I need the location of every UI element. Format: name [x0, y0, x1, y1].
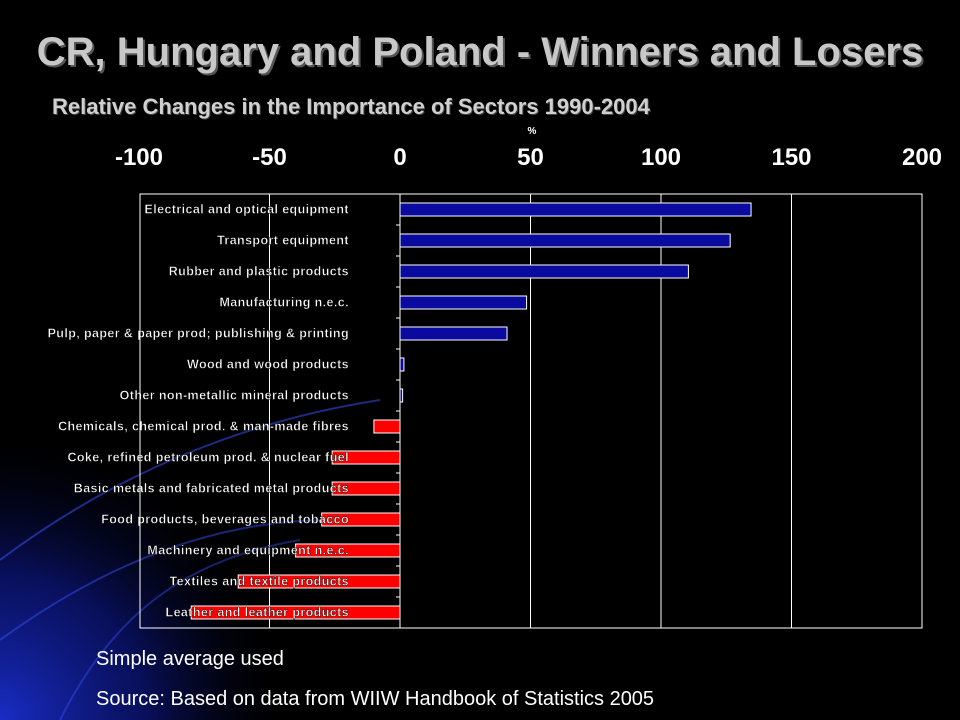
x-tick-label: -50: [252, 144, 287, 171]
bar: [399, 388, 404, 403]
bar: [331, 450, 401, 465]
category-label: Chemicals, chemical prod. & man-made fib…: [58, 420, 349, 434]
bar: [399, 326, 508, 341]
unit-label: %: [528, 126, 537, 137]
bar: [190, 605, 401, 620]
category-label: Rubber and plastic products: [169, 265, 349, 279]
category-label: Transport equipment: [217, 234, 349, 248]
bar: [399, 202, 752, 217]
bar: [399, 357, 405, 372]
category-label: Coke, refined petroleum prod. & nuclear …: [67, 451, 349, 465]
x-tick-label: 50: [517, 144, 544, 171]
x-tick-label: 100: [641, 144, 681, 171]
category-label: Pulp, paper & paper prod; publishing & p…: [48, 327, 349, 341]
x-tick-label: 150: [771, 144, 811, 171]
category-label: Wood and wood products: [187, 358, 349, 372]
category-label: Electrical and optical equipment: [144, 203, 349, 217]
note-simple-average: Simple average used: [96, 648, 284, 670]
category-label: Food products, beverages and tobacco: [101, 513, 349, 527]
bar: [399, 233, 731, 248]
source-note: Source: Based on data from WIIW Handbook…: [96, 688, 655, 710]
bar: [295, 543, 401, 558]
chart-subtitle: Relative Changes in the Importance of Se…: [52, 94, 650, 119]
bar: [399, 295, 528, 310]
category-label: Textiles and textile products: [170, 575, 349, 589]
category-label: Machinery and equipment n.e.c.: [147, 544, 349, 558]
category-label: Other non-metallic mineral products: [120, 389, 349, 403]
category-label: Manufacturing n.e.c.: [219, 296, 349, 310]
bar: [373, 419, 401, 434]
category-label: Leather and leather products: [166, 606, 349, 620]
plot-frame: [139, 193, 923, 629]
x-tick-label: 200: [902, 144, 942, 171]
bar: [237, 574, 401, 589]
category-label: Basic metals and fabricated metal produc…: [74, 482, 349, 496]
bar: [321, 512, 401, 527]
bar: [399, 264, 689, 279]
x-tick-label: 0: [393, 144, 406, 171]
bar: [331, 481, 401, 496]
slide-title: CR, Hungary and Poland - Winners and Los…: [36, 30, 924, 74]
x-tick-label: -100: [115, 144, 163, 171]
